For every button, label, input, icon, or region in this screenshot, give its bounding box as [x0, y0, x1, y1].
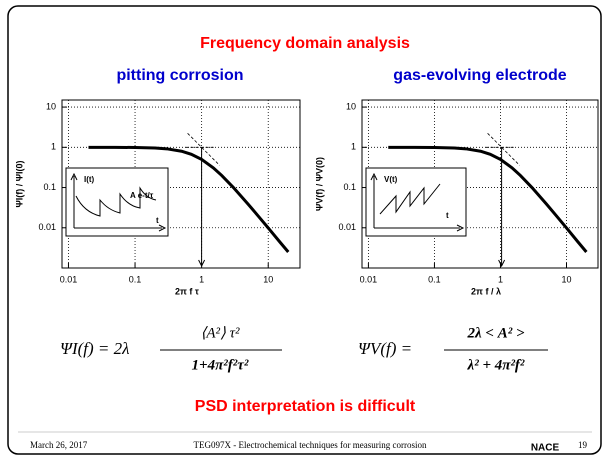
inset-label: V(t)	[384, 175, 398, 184]
asymptote	[185, 133, 220, 166]
corner-arrow	[198, 147, 206, 268]
footer-page: 19	[578, 440, 588, 450]
x-axis-label: 2π f τ	[175, 286, 199, 296]
equation: ΨI(f) = 2λ	[60, 339, 130, 358]
footer-course: TEG097X - Electrochemical techniques for…	[194, 440, 427, 450]
x-tick-label: 0.1	[129, 274, 142, 284]
inset-label: t	[446, 211, 449, 220]
inset-label: t	[156, 216, 159, 225]
equation: 1+4π²f²τ²	[192, 357, 249, 373]
data-line	[388, 145, 588, 253]
equation: λ² + 4π²f²	[467, 357, 525, 373]
asymptote	[485, 133, 520, 166]
y-tick-label: 1	[51, 142, 56, 152]
x-tick-label: 0.01	[360, 274, 378, 284]
corner-arrow	[498, 147, 506, 268]
x-tick-label: 1	[498, 274, 503, 284]
data-line	[88, 145, 290, 253]
x-tick-label: 10	[263, 274, 273, 284]
inset	[65, 167, 169, 237]
y-axis-label: ΨI(f) / ΨI(0)	[14, 160, 24, 207]
conclusion: PSD interpretation is difficult	[195, 398, 416, 415]
y-tick-label: 10	[46, 101, 56, 111]
y-axis-label: ΨV(f) / ΨV(0)	[314, 157, 324, 211]
x-tick-label: 0.1	[428, 274, 441, 284]
y-tick-label: 10	[346, 101, 356, 111]
y-tick-label: 0.1	[43, 182, 56, 192]
footer-logo: NACE	[531, 443, 560, 454]
x-tick-label: 1	[199, 274, 204, 284]
heading: gas-evolving electrode	[393, 67, 566, 84]
y-tick-label: 0.1	[343, 182, 356, 192]
x-tick-label: 0.01	[60, 274, 78, 284]
inset-label: A e-t/τ	[130, 191, 154, 200]
equation: ΨV(f) =	[358, 339, 412, 358]
x-tick-label: 10	[561, 274, 571, 284]
slide-title: Frequency domain analysis	[200, 35, 410, 52]
equation: ⟨A²⟩ τ²	[201, 325, 240, 341]
x-axis-label: 2π f / λ	[471, 286, 501, 296]
inset	[365, 167, 467, 237]
inset-label: I(t)	[84, 175, 95, 184]
heading: pitting corrosion	[116, 67, 243, 84]
y-tick-label: 1	[351, 142, 356, 152]
equation: 2λ < A² >	[466, 325, 524, 341]
y-tick-label: 0.01	[38, 222, 56, 232]
footer-date: March 26, 2017	[30, 440, 88, 450]
y-tick-label: 0.01	[338, 222, 356, 232]
